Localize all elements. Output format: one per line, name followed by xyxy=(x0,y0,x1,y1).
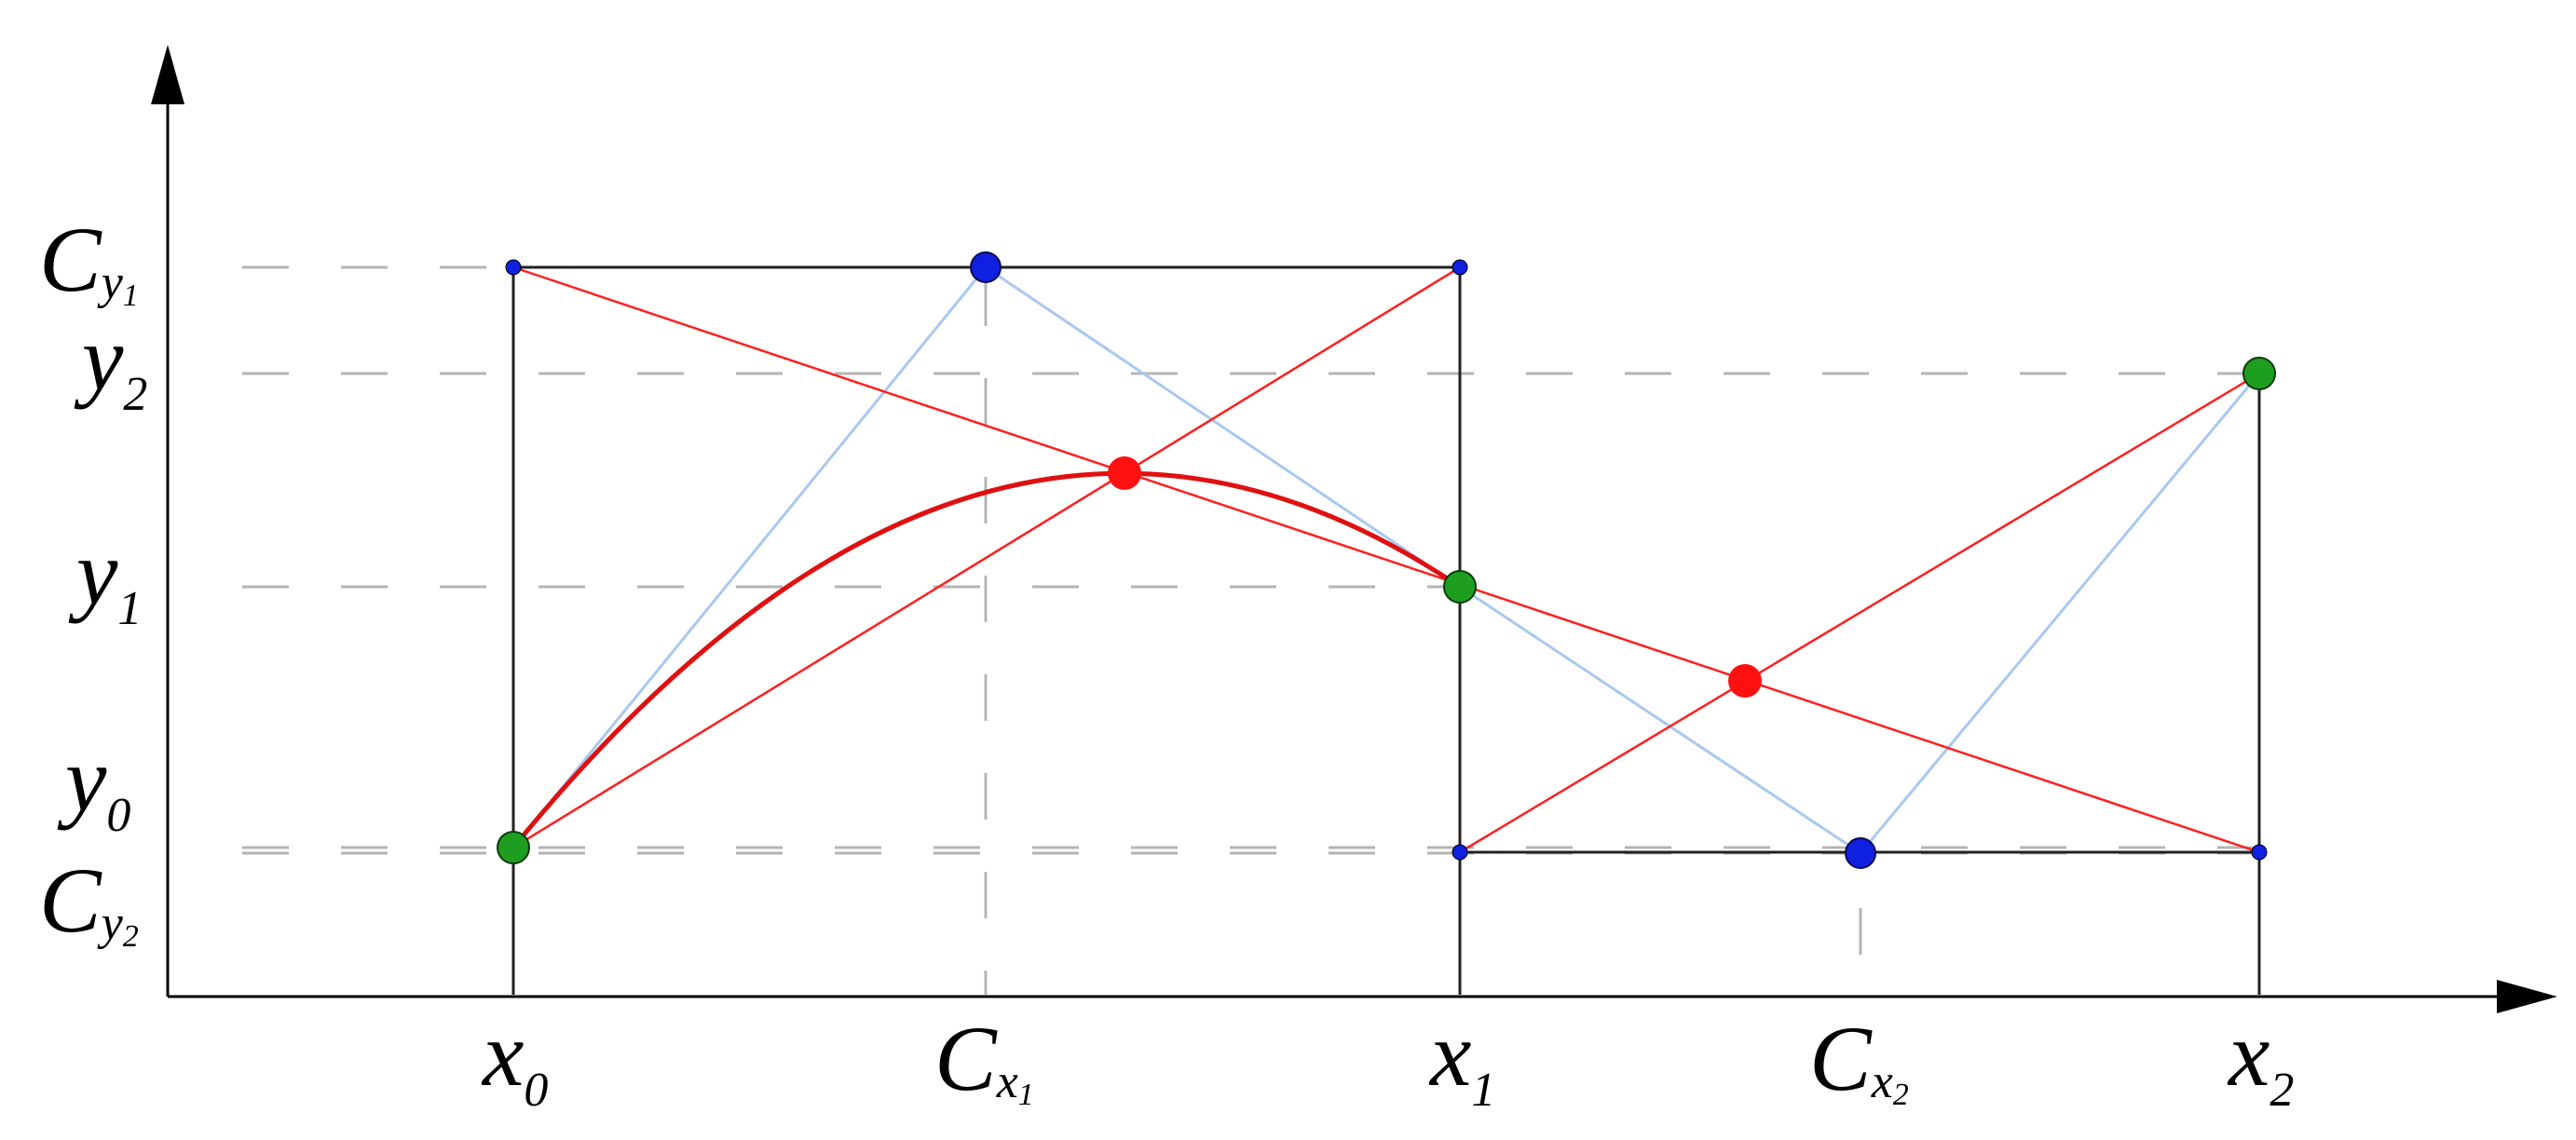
horizontal-guides xyxy=(242,265,2264,855)
corner-points xyxy=(505,259,2268,861)
box-second-segment xyxy=(1460,373,2261,995)
vertical-guides xyxy=(984,279,1862,995)
control-points xyxy=(970,251,1876,869)
corner-point xyxy=(2251,844,2268,861)
x-axis-labels: x0 Cx1 x1 Cx2 x2 xyxy=(481,1002,2294,1117)
label-y1: y1 xyxy=(68,521,142,635)
label-cx2: Cx2 xyxy=(1809,1007,1909,1112)
endpoints xyxy=(497,357,2276,864)
midpoint-1 xyxy=(1108,456,1141,490)
bounding-boxes xyxy=(511,265,2261,995)
endpoint-0 xyxy=(497,831,530,864)
label-y2: y2 xyxy=(74,306,147,421)
x-axis-arrow xyxy=(2497,980,2557,1013)
endpoint-1 xyxy=(1443,570,1477,604)
label-x0: x0 xyxy=(481,1002,548,1117)
diagonal-1 xyxy=(512,265,2260,854)
corner-point xyxy=(1452,259,1468,276)
y-axis-arrow xyxy=(151,45,184,104)
corner-point xyxy=(505,259,522,276)
y-axis-labels: Cy1 y2 y1 y0 Cy2 xyxy=(39,208,147,954)
midpoints xyxy=(1108,456,1762,698)
label-cy1: Cy1 xyxy=(39,208,139,313)
control-point-1 xyxy=(970,251,1002,283)
diagonals xyxy=(512,265,2260,854)
corner-point xyxy=(1452,844,1468,861)
bezier-curve xyxy=(511,470,1462,849)
label-y0: y0 xyxy=(57,727,130,842)
diagonal-2 xyxy=(512,265,1461,849)
endpoint-2 xyxy=(2242,357,2276,390)
axes xyxy=(166,93,2506,998)
label-cx1: Cx1 xyxy=(934,1007,1034,1112)
label-x2: x2 xyxy=(2227,1002,2294,1117)
label-cy2: Cy2 xyxy=(39,848,139,954)
midpoint-2 xyxy=(1728,664,1762,698)
control-point-2 xyxy=(1845,837,1876,869)
label-x1: x1 xyxy=(1428,1002,1495,1117)
diagonal-3 xyxy=(1459,372,2260,854)
